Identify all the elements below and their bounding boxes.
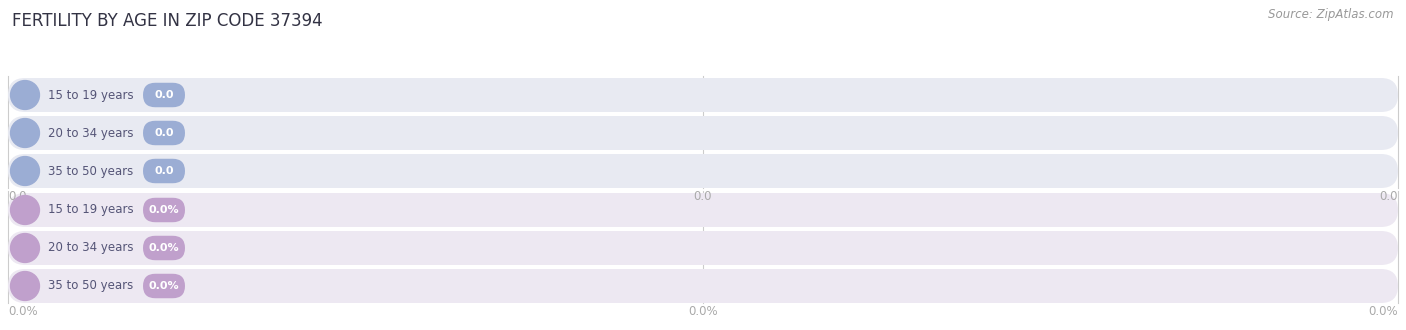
- Text: 0.0: 0.0: [155, 90, 174, 100]
- Circle shape: [11, 118, 39, 148]
- Text: 0.0: 0.0: [155, 128, 174, 138]
- FancyBboxPatch shape: [8, 269, 1398, 303]
- Text: 0.0%: 0.0%: [688, 305, 718, 318]
- Text: 20 to 34 years: 20 to 34 years: [48, 242, 134, 254]
- FancyBboxPatch shape: [8, 116, 1398, 150]
- Text: 0.0%: 0.0%: [149, 205, 180, 215]
- Text: 0.0: 0.0: [693, 190, 713, 203]
- Text: 0.0: 0.0: [8, 190, 27, 203]
- FancyBboxPatch shape: [143, 121, 186, 145]
- FancyBboxPatch shape: [143, 236, 186, 260]
- Text: 0.0: 0.0: [155, 166, 174, 176]
- Text: 35 to 50 years: 35 to 50 years: [48, 164, 134, 178]
- Circle shape: [11, 156, 39, 185]
- FancyBboxPatch shape: [143, 198, 186, 222]
- Text: 20 to 34 years: 20 to 34 years: [48, 126, 134, 140]
- FancyBboxPatch shape: [8, 78, 1398, 112]
- Text: 0.0%: 0.0%: [1368, 305, 1398, 318]
- FancyBboxPatch shape: [143, 159, 186, 183]
- FancyBboxPatch shape: [143, 83, 186, 107]
- Text: FERTILITY BY AGE IN ZIP CODE 37394: FERTILITY BY AGE IN ZIP CODE 37394: [13, 12, 322, 30]
- Text: 0.0%: 0.0%: [149, 243, 180, 253]
- Circle shape: [11, 272, 39, 300]
- FancyBboxPatch shape: [143, 274, 186, 298]
- Circle shape: [11, 81, 39, 110]
- Text: 15 to 19 years: 15 to 19 years: [48, 204, 134, 216]
- Text: 0.0%: 0.0%: [8, 305, 38, 318]
- Circle shape: [11, 196, 39, 224]
- Text: 0.0%: 0.0%: [149, 281, 180, 291]
- FancyBboxPatch shape: [8, 154, 1398, 188]
- FancyBboxPatch shape: [8, 231, 1398, 265]
- Text: Source: ZipAtlas.com: Source: ZipAtlas.com: [1268, 8, 1393, 21]
- Text: 15 to 19 years: 15 to 19 years: [48, 88, 134, 102]
- Circle shape: [11, 234, 39, 262]
- Text: 0.0: 0.0: [1379, 190, 1398, 203]
- FancyBboxPatch shape: [8, 193, 1398, 227]
- Text: 35 to 50 years: 35 to 50 years: [48, 280, 134, 292]
